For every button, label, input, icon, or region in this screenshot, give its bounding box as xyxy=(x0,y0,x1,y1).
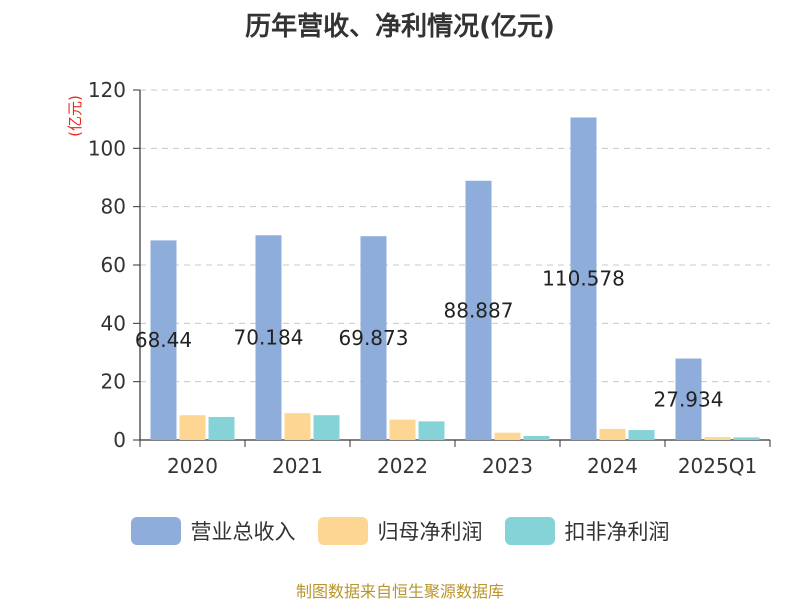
bar-deducted-net-profit xyxy=(733,437,760,440)
x-tick-label: 2020 xyxy=(167,454,218,478)
bar-net-profit xyxy=(494,432,521,440)
y-tick-label: 40 xyxy=(101,311,126,335)
y-axis-label: (亿元) xyxy=(66,95,84,137)
data-label: 88.887 xyxy=(444,298,514,322)
bar-net-profit xyxy=(179,415,206,440)
y-tick-label: 20 xyxy=(101,370,126,394)
bar-net-profit xyxy=(389,419,416,440)
data-label: 70.184 xyxy=(234,326,304,350)
legend-label: 扣非净利润 xyxy=(564,520,670,544)
bar-net-profit xyxy=(284,413,311,440)
y-tick-label: 120 xyxy=(88,78,126,102)
x-tick-label: 2024 xyxy=(587,454,638,478)
bar-deducted-net-profit xyxy=(523,435,550,440)
legend-item[interactable]: 营业总收入 xyxy=(130,516,296,546)
legend-item[interactable]: 归母净利润 xyxy=(317,516,483,546)
bar-revenue xyxy=(360,236,387,440)
bar-deducted-net-profit xyxy=(628,430,655,440)
x-tick-label: 2021 xyxy=(272,454,323,478)
bar-revenue xyxy=(465,180,492,440)
y-tick-label: 80 xyxy=(101,195,126,219)
legend-swatch xyxy=(317,517,368,545)
x-tick-label: 2025Q1 xyxy=(678,454,757,478)
x-tick-label: 2022 xyxy=(377,454,428,478)
bar-revenue xyxy=(255,235,282,440)
bar-deducted-net-profit xyxy=(418,421,445,440)
bar-revenue xyxy=(150,240,177,440)
y-tick-label: 60 xyxy=(101,253,126,277)
data-label: 68.44 xyxy=(135,328,192,352)
bar-deducted-net-profit xyxy=(313,415,340,440)
chart-title: 历年营收、净利情况(亿元) xyxy=(245,12,555,42)
y-tick-label: 0 xyxy=(113,428,126,452)
data-label: 69.873 xyxy=(339,326,409,350)
y-tick-label: 100 xyxy=(88,136,126,160)
legend: 营业总收入 归母净利润 扣非净利润 xyxy=(0,516,800,546)
source-note: 制图数据来自恒生聚源数据库 xyxy=(295,582,504,601)
legend-item[interactable]: 扣非净利润 xyxy=(504,516,670,546)
legend-swatch xyxy=(130,517,181,545)
bar-revenue xyxy=(675,358,702,440)
bar-net-profit xyxy=(704,437,731,440)
data-label: 27.934 xyxy=(654,387,724,411)
legend-swatch xyxy=(504,517,555,545)
bar-net-profit xyxy=(599,428,626,440)
bar-deducted-net-profit xyxy=(208,416,235,440)
legend-label: 归母净利润 xyxy=(377,520,483,544)
x-tick-label: 2023 xyxy=(482,454,533,478)
legend-label: 营业总收入 xyxy=(190,520,296,544)
bar-revenue xyxy=(570,117,597,440)
data-label: 110.578 xyxy=(542,267,625,291)
